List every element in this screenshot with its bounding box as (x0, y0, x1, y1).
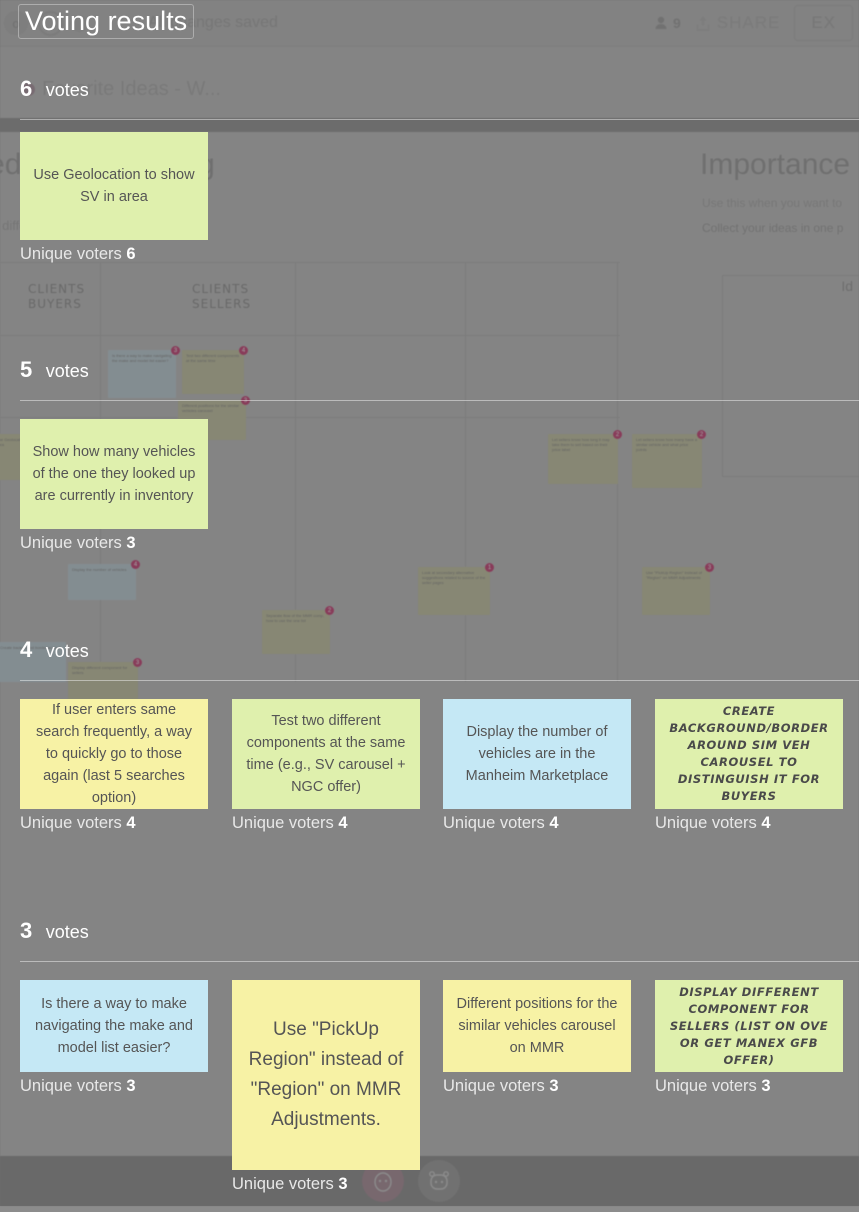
idea-card-note: Is there a way to make navigating the ma… (20, 980, 208, 1072)
vote-count: 4 (20, 637, 33, 662)
unique-voters-count: 4 (126, 814, 136, 832)
divider (20, 119, 859, 120)
unique-voters-count: 4 (549, 814, 559, 832)
divider (20, 400, 859, 401)
unique-voters-count: 6 (126, 245, 136, 263)
unique-voters-count: 4 (761, 814, 771, 832)
unique-voters-count: 4 (338, 814, 348, 832)
unique-voters-label: Unique voters 4 (443, 814, 559, 832)
divider (20, 680, 859, 681)
idea-card[interactable]: Different positions for the similar vehi… (443, 980, 631, 1096)
vote-group-4: 4 votes If user enters same search frequ… (0, 637, 859, 851)
unique-voters-label: Unique voters 4 (655, 814, 771, 832)
idea-card[interactable]: Use "PickUp Region" instead of "Region" … (232, 980, 420, 1194)
vote-group-6: 6 votes Use Geolocation to show SV in ar… (0, 76, 859, 280)
unique-voters-label: Unique voters 3 (655, 1077, 771, 1095)
unique-voters-count: 3 (549, 1077, 559, 1095)
vote-card-row: Use Geolocation to show SV in area Uniqu… (0, 120, 859, 280)
idea-card[interactable]: CREATE BACKGROUND/BORDER AROUND SIM VEH … (655, 699, 843, 833)
vote-card-row: If user enters same search frequently, a… (0, 681, 859, 851)
idea-card-note: Test two different components at the sam… (232, 699, 420, 809)
vote-group-header: 5 votes (0, 357, 859, 401)
unique-voters-label: Unique voters 4 (20, 814, 136, 832)
idea-card-note: Use Geolocation to show SV in area (20, 132, 208, 240)
vote-count-label: votes (45, 80, 89, 100)
vote-count-label: votes (45, 361, 89, 381)
unique-voters-count: 3 (761, 1077, 771, 1095)
vote-group-5: 5 votes Show how many vehicles of the on… (0, 357, 859, 591)
unique-voters-label: Unique voters 3 (20, 534, 136, 552)
idea-card-note: CREATE BACKGROUND/BORDER AROUND SIM VEH … (655, 699, 843, 809)
idea-card-note: Display the number of vehicles are in th… (443, 699, 631, 809)
idea-card-note: DISPLAY DIFFERENT COMPONENT FOR SELLERS … (655, 980, 843, 1072)
unique-voters-label: Unique voters 3 (443, 1077, 559, 1095)
unique-voters-label: Unique voters 3 (20, 1077, 136, 1095)
idea-card[interactable]: DISPLAY DIFFERENT COMPONENT FOR SELLERS … (655, 980, 843, 1096)
vote-count: 5 (20, 357, 33, 382)
vote-count-label: votes (45, 641, 89, 661)
unique-voters-count: 3 (126, 1077, 136, 1095)
divider (20, 961, 859, 962)
idea-card[interactable]: Is there a way to make navigating the ma… (20, 980, 208, 1096)
vote-group-header: 3 votes (0, 918, 859, 962)
vote-card-row: Show how many vehicles of the one they l… (0, 401, 859, 591)
idea-card[interactable]: If user enters same search frequently, a… (20, 699, 208, 833)
idea-card[interactable]: Test two different components at the sam… (232, 699, 420, 833)
unique-voters-label: Unique voters 6 (20, 245, 136, 263)
unique-voters-count: 3 (338, 1175, 348, 1193)
idea-card[interactable]: Display the number of vehicles are in th… (443, 699, 631, 833)
unique-voters-label: Unique voters 3 (232, 1175, 348, 1193)
unique-voters-label: Unique voters 4 (232, 814, 348, 832)
vote-group-3: 3 votes Is there a way to make navigatin… (0, 918, 859, 1212)
unique-voters-count: 3 (126, 534, 136, 552)
idea-card[interactable]: Show how many vehicles of the one they l… (20, 419, 208, 553)
idea-card-note: Use "PickUp Region" instead of "Region" … (232, 980, 420, 1170)
vote-group-header: 4 votes (0, 637, 859, 681)
vote-count: 3 (20, 918, 33, 943)
idea-card-note: Different positions for the similar vehi… (443, 980, 631, 1072)
idea-card-note: Show how many vehicles of the one they l… (20, 419, 208, 529)
vote-card-row: Is there a way to make navigating the ma… (0, 962, 859, 1212)
page-title: Voting results (18, 4, 195, 39)
idea-card-note: If user enters same search frequently, a… (20, 699, 208, 809)
vote-group-header: 6 votes (0, 76, 859, 120)
vote-count-label: votes (45, 922, 89, 942)
vote-count: 6 (20, 76, 33, 101)
idea-card[interactable]: Use Geolocation to show SV in area Uniqu… (20, 132, 208, 264)
